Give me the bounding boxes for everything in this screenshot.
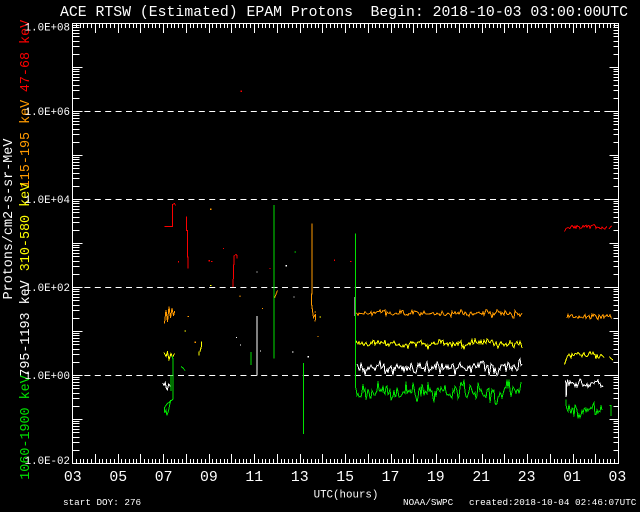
svg-text:17: 17	[382, 470, 400, 486]
svg-text:03: 03	[64, 470, 82, 486]
svg-text:1060-1900 keV: 1060-1900 keV	[19, 375, 34, 479]
svg-text:23: 23	[518, 470, 536, 486]
svg-text:47-68 keV: 47-68 keV	[19, 20, 34, 92]
svg-text:UTC(hours): UTC(hours)	[314, 490, 379, 502]
svg-text:1.0E+06: 1.0E+06	[25, 107, 70, 119]
svg-text:310-580 keV: 310-580 keV	[19, 183, 34, 271]
svg-text:Protons/cm2-s-sr-MeV: Protons/cm2-s-sr-MeV	[2, 139, 17, 300]
svg-text:21: 21	[472, 470, 490, 486]
svg-text:1.0E+08: 1.0E+08	[25, 23, 70, 35]
svg-text:1.0E+02: 1.0E+02	[25, 283, 70, 295]
svg-text:01: 01	[563, 470, 581, 486]
svg-text:795-1193 keV: 795-1193 keV	[19, 280, 34, 376]
svg-text:07: 07	[155, 470, 173, 486]
svg-text:1.0E-02: 1.0E-02	[25, 456, 70, 468]
svg-text:15: 15	[336, 470, 354, 486]
svg-text:1.0E+00: 1.0E+00	[25, 371, 70, 383]
svg-text:13: 13	[291, 470, 309, 486]
svg-text:created:2018-10-04 02:46:07UTC: created:2018-10-04 02:46:07UTC	[469, 497, 637, 508]
svg-text:115-195 keV: 115-195 keV	[19, 100, 34, 188]
svg-text:19: 19	[427, 470, 445, 486]
svg-text:03: 03	[609, 470, 627, 486]
svg-text:09: 09	[200, 470, 218, 486]
svg-text:11: 11	[245, 470, 263, 486]
svg-text:start DOY: 276: start DOY: 276	[63, 497, 141, 508]
svg-text:1.0E+04: 1.0E+04	[25, 195, 70, 207]
svg-text:ACE RTSW (Estimated) EPAM Prot: ACE RTSW (Estimated) EPAM Protons	[60, 5, 353, 21]
svg-text:05: 05	[109, 470, 127, 486]
svg-text:NOAA/SWPC: NOAA/SWPC	[403, 497, 454, 508]
svg-text:Begin: 2018-10-03 03:00:00UTC: Begin: 2018-10-03 03:00:00UTC	[371, 5, 629, 21]
